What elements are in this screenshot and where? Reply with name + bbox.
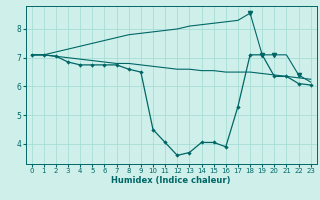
X-axis label: Humidex (Indice chaleur): Humidex (Indice chaleur) [111, 176, 231, 185]
